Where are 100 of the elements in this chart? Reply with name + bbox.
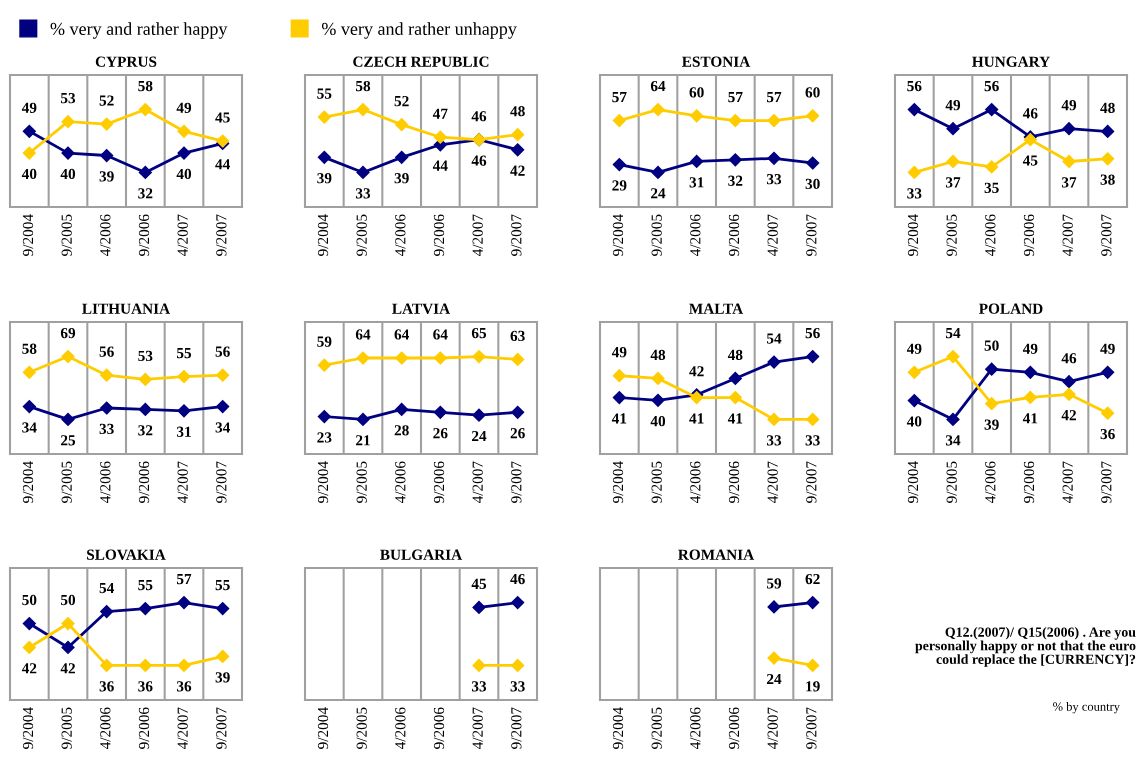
data-label: 35 bbox=[984, 182, 999, 193]
data-label: 60 bbox=[805, 87, 820, 98]
x-tick-label: 9/2005 bbox=[61, 461, 72, 503]
data-label: 39 bbox=[99, 171, 114, 182]
data-label: 42 bbox=[21, 663, 37, 674]
x-tick-label: 9/2004 bbox=[317, 214, 329, 256]
x-tick-label: 9/2007 bbox=[216, 214, 227, 256]
x-tick-label: 4/2007 bbox=[767, 707, 778, 750]
x-tick-label: 4/2006 bbox=[100, 214, 111, 257]
data-label: 21 bbox=[356, 435, 370, 446]
data-label: 44 bbox=[432, 160, 448, 171]
data-label: 36 bbox=[138, 681, 153, 692]
data-label: 32 bbox=[728, 175, 743, 186]
data-label: 49 bbox=[945, 100, 961, 111]
x-tick-label: 9/2005 bbox=[356, 214, 367, 256]
data-label: 36 bbox=[99, 681, 114, 692]
chart-title: CZECH REPUBLIC bbox=[353, 56, 489, 67]
data-label: 44 bbox=[215, 159, 231, 170]
data-label: 65 bbox=[471, 327, 487, 339]
data-label: 64 bbox=[650, 80, 666, 92]
data-label: 31 bbox=[176, 426, 191, 437]
x-tick-label: 4/2007 bbox=[177, 461, 188, 504]
chart-title: SLOVAKIA bbox=[87, 549, 166, 560]
data-label: 32 bbox=[138, 188, 153, 199]
data-label: 33 bbox=[471, 681, 487, 692]
x-tick-label: 9/2004 bbox=[22, 461, 34, 503]
chart-title: HUNGARY bbox=[972, 56, 1050, 67]
x-tick-label: 9/2004 bbox=[907, 461, 919, 503]
text: % by country bbox=[1053, 702, 1120, 714]
x-tick-label: 4/2006 bbox=[395, 214, 406, 257]
data-label: 55 bbox=[138, 580, 153, 591]
data-label: 46 bbox=[471, 111, 487, 122]
x-tick-label: 4/2007 bbox=[472, 707, 483, 750]
data-label: 48 bbox=[510, 106, 525, 117]
data-label: 50 bbox=[22, 594, 37, 606]
x-tick-label: 4/2006 bbox=[690, 461, 701, 504]
x-tick-label: 9/2006 bbox=[138, 707, 150, 749]
data-label: 49 bbox=[611, 347, 627, 358]
text: Q12.(2007)/ Q15(2006) . Are you personally happy or not that the euro could replace the [CURRENCY]? bbox=[915, 627, 1136, 667]
x-tick-label: 4/2007 bbox=[1062, 214, 1073, 257]
x-tick-label: 4/2006 bbox=[100, 707, 111, 750]
data-label: 53 bbox=[60, 93, 76, 104]
x-tick-label: 4/2007 bbox=[177, 214, 188, 257]
x-tick-label: 9/2005 bbox=[651, 461, 662, 503]
data-label: 36 bbox=[1100, 428, 1115, 440]
data-label: 34 bbox=[215, 422, 231, 433]
x-tick-label: 9/2007 bbox=[511, 707, 522, 749]
x-tick-label: 9/2006 bbox=[728, 214, 740, 256]
data-label: 36 bbox=[176, 681, 192, 692]
x-tick-label: 9/2006 bbox=[728, 707, 740, 749]
x-tick-label: 9/2007 bbox=[216, 461, 227, 503]
x-tick-label: 4/2007 bbox=[767, 461, 778, 504]
x-tick-label: 9/2007 bbox=[806, 214, 817, 256]
x-tick-label: 9/2004 bbox=[612, 707, 624, 749]
chart-title: ESTONIA bbox=[682, 56, 751, 67]
data-label: 55 bbox=[176, 348, 192, 359]
data-label: 58 bbox=[355, 80, 371, 92]
data-label: 47 bbox=[432, 108, 448, 119]
x-tick-label: 9/2005 bbox=[651, 214, 662, 256]
data-label: 39 bbox=[394, 173, 409, 184]
x-tick-label: 9/2004 bbox=[907, 214, 919, 256]
x-tick-label: 9/2005 bbox=[356, 461, 367, 503]
data-label: 33 bbox=[907, 188, 922, 199]
data-label: 32 bbox=[138, 425, 153, 436]
data-label: 46 bbox=[471, 155, 487, 166]
data-label: 64 bbox=[394, 329, 410, 340]
x-tick-label: 4/2007 bbox=[472, 214, 483, 257]
data-label: 59 bbox=[317, 336, 332, 347]
chart-title: BULGARIA bbox=[380, 549, 463, 560]
data-label: 55 bbox=[215, 580, 230, 591]
data-label: 46 bbox=[1022, 108, 1038, 119]
data-label: 24 bbox=[651, 188, 666, 199]
data-label: 33 bbox=[355, 188, 371, 199]
data-label: 24 bbox=[472, 430, 487, 442]
x-tick-label: 9/2006 bbox=[728, 461, 740, 503]
data-label: 33 bbox=[766, 174, 782, 185]
data-label: 40 bbox=[906, 416, 922, 427]
x-tick-label: 9/2007 bbox=[1101, 461, 1112, 503]
chart-title: MALTA bbox=[689, 303, 744, 314]
data-label: 25 bbox=[61, 435, 76, 446]
x-tick-label: 9/2005 bbox=[356, 707, 367, 749]
data-label: 38 bbox=[1100, 174, 1115, 185]
data-label: 46 bbox=[510, 573, 525, 585]
chart-title: LATVIA bbox=[392, 303, 451, 314]
data-label: 31 bbox=[689, 177, 704, 188]
data-label: 64 bbox=[433, 329, 448, 340]
x-tick-label: 9/2004 bbox=[22, 214, 34, 256]
x-tick-label: 9/2005 bbox=[946, 461, 957, 503]
data-label: 54 bbox=[766, 333, 782, 344]
data-label: 37 bbox=[945, 177, 961, 188]
chart-title: POLAND bbox=[979, 303, 1043, 314]
data-label: 56 bbox=[99, 346, 114, 357]
data-label: 50 bbox=[60, 594, 76, 606]
x-tick-label: 9/2005 bbox=[61, 707, 72, 749]
data-label: 41 bbox=[1022, 413, 1038, 424]
chart-title: ROMANIA bbox=[678, 549, 755, 560]
chart-title: LITHUANIA bbox=[82, 303, 171, 314]
data-label: 54 bbox=[945, 327, 961, 339]
data-label: 34 bbox=[945, 435, 961, 446]
data-label: 42 bbox=[1061, 410, 1076, 421]
